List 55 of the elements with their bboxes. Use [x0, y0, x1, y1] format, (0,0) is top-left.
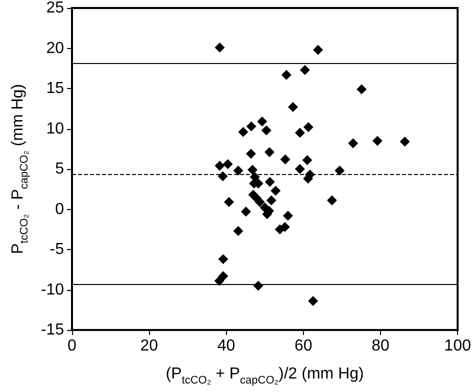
- x-tick-label: 40: [217, 338, 236, 354]
- point: [326, 195, 337, 206]
- point: [294, 164, 305, 174]
- point: [281, 70, 292, 80]
- x-tick-label: 20: [140, 338, 158, 354]
- point: [264, 147, 274, 158]
- point: [246, 148, 256, 159]
- point: [300, 64, 310, 75]
- y-tick-label: -10: [40, 281, 64, 298]
- point: [313, 44, 324, 55]
- point: [288, 102, 298, 112]
- y-tick-label: 5: [55, 160, 64, 178]
- point: [257, 116, 268, 127]
- point: [308, 296, 318, 306]
- point: [348, 138, 358, 148]
- point: [264, 176, 275, 187]
- point: [222, 159, 233, 170]
- point: [303, 122, 314, 132]
- y-axis-title: PtcCO₂ - PcapCO₂ (mm Hg): [9, 84, 30, 254]
- point: [246, 121, 256, 132]
- y-tick-label: 25: [46, 0, 64, 16]
- point: [224, 197, 234, 208]
- point: [218, 171, 228, 182]
- y-tick-label: 20: [46, 40, 64, 57]
- point: [270, 186, 281, 196]
- point: [214, 276, 224, 286]
- y-tick-label: 15: [46, 80, 64, 97]
- point: [266, 195, 276, 206]
- point: [233, 166, 244, 176]
- y-tick-label: 10: [46, 120, 64, 138]
- point: [280, 154, 290, 164]
- point: [302, 155, 312, 166]
- x-tick-label: 100: [444, 338, 472, 354]
- point: [254, 197, 265, 208]
- y-tick-label: -5: [50, 241, 64, 258]
- point: [294, 128, 305, 138]
- x-tick-label: 0: [68, 338, 77, 354]
- point: [214, 42, 225, 52]
- point: [282, 210, 293, 221]
- point: [356, 84, 367, 94]
- point: [233, 226, 244, 236]
- point: [214, 160, 225, 171]
- point: [238, 126, 248, 137]
- point: [218, 254, 228, 264]
- x-tick-label: 60: [294, 338, 312, 354]
- point: [261, 125, 272, 136]
- point: [334, 166, 345, 176]
- y-tick-label: 0: [55, 200, 64, 218]
- point: [400, 136, 410, 147]
- point: [240, 206, 251, 217]
- point: [247, 164, 258, 175]
- point: [280, 222, 290, 232]
- x-tick-label: 80: [372, 338, 390, 354]
- y-tick-label: -15: [40, 322, 64, 338]
- point: [372, 136, 382, 146]
